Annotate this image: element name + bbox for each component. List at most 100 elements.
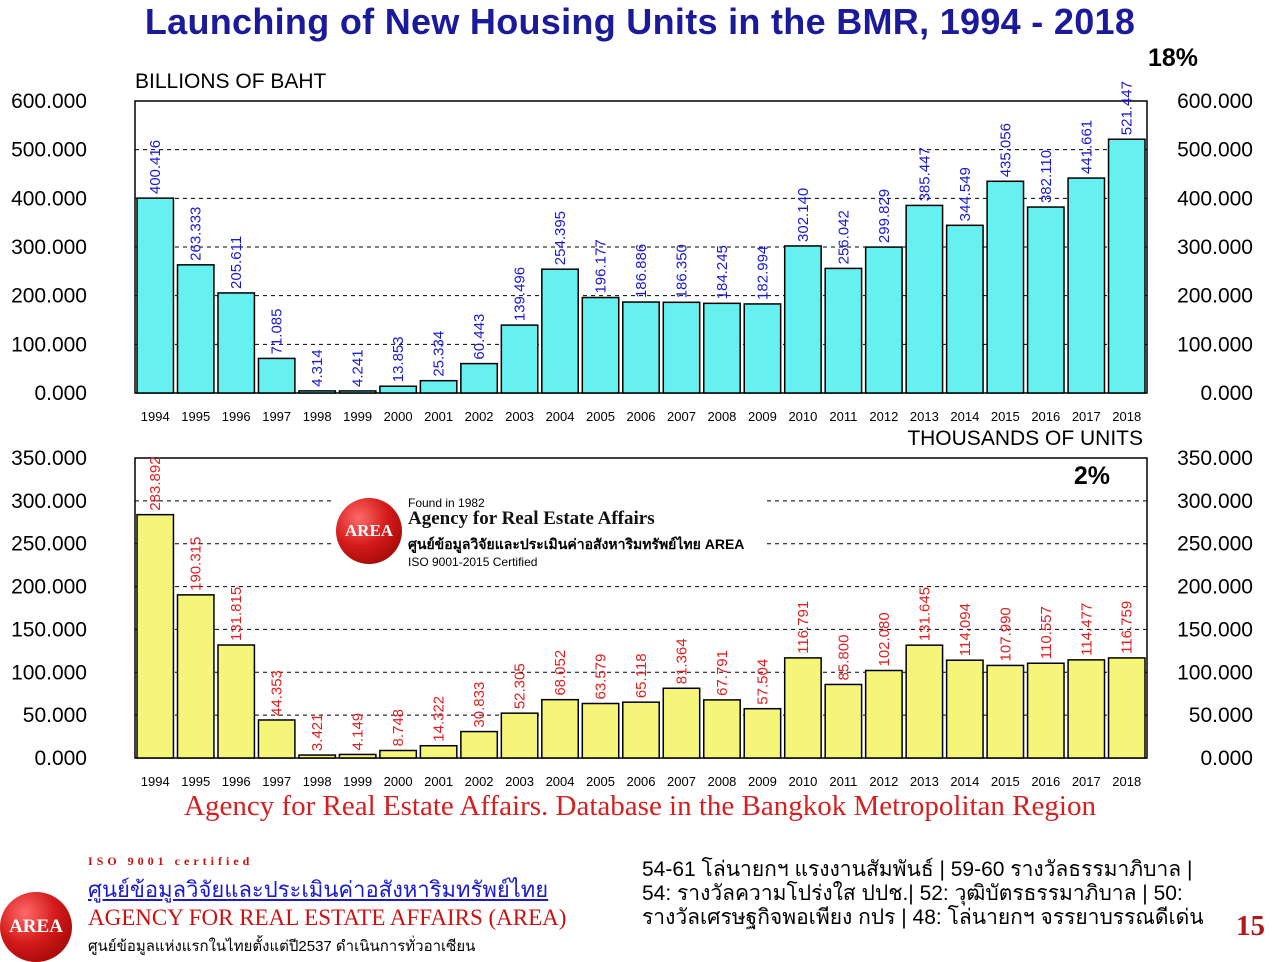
data-label: 3.421 xyxy=(309,714,326,752)
x-tick-label: 1996 xyxy=(222,409,251,424)
x-tick-label: 2017 xyxy=(1072,774,1101,789)
x-tick-label: 2013 xyxy=(910,774,939,789)
y-tick-right: 100.000 xyxy=(1177,333,1253,356)
x-tick-label: 2018 xyxy=(1112,409,1141,424)
source-note: Agency for Real Estate Affairs. Database… xyxy=(184,790,1096,822)
x-tick-label: 2000 xyxy=(384,774,413,789)
bar-2009 xyxy=(743,707,782,759)
x-tick-label: 2007 xyxy=(667,774,696,789)
data-label: 85.800 xyxy=(835,635,852,681)
bar-2014 xyxy=(945,224,984,394)
bar-2007 xyxy=(662,687,701,759)
x-tick-label: 2005 xyxy=(586,774,615,789)
x-tick-label: 2002 xyxy=(465,409,494,424)
x-tick-label: 2003 xyxy=(505,774,534,789)
unit-label: BILLIONS OF BAHT xyxy=(135,70,327,93)
x-tick-label: 2000 xyxy=(384,409,413,424)
bar-2006 xyxy=(622,701,660,759)
bar-2003 xyxy=(500,324,539,394)
x-tick-label: 2016 xyxy=(1031,774,1060,789)
y-tick-right: 300.000 xyxy=(1177,490,1253,513)
y-tick-left: 600.000 xyxy=(11,90,87,113)
bar-2003 xyxy=(500,712,539,759)
data-label: 4.241 xyxy=(350,349,367,387)
x-tick-label: 1996 xyxy=(222,774,251,789)
data-label: 102.080 xyxy=(876,612,893,666)
y-tick-right: 500.000 xyxy=(1177,139,1253,162)
x-tick-label: 2007 xyxy=(667,409,696,424)
bar-2005 xyxy=(581,296,620,394)
y-tick-left: 300.000 xyxy=(11,236,87,259)
awards-text: 54-61 โล่นายกฯ แรงงานสัมพันธ์ | 59-60 รา… xyxy=(642,858,1204,929)
bar-2011 xyxy=(824,683,863,759)
y-tick-right: 150.000 xyxy=(1177,618,1253,641)
bar-1997 xyxy=(257,719,296,759)
bar-2007 xyxy=(662,301,701,394)
x-tick-label: 2012 xyxy=(869,409,898,424)
bar-2010 xyxy=(783,657,822,759)
x-tick-label: 2015 xyxy=(991,409,1020,424)
bar-1994 xyxy=(136,197,175,394)
x-tick-label: 1998 xyxy=(303,774,332,789)
x-tick-label: 2009 xyxy=(748,774,777,789)
bar-2004 xyxy=(541,698,580,759)
x-tick-label: 1994 xyxy=(141,409,170,424)
bar-2010 xyxy=(783,245,822,394)
bar-2017 xyxy=(1067,177,1106,394)
bar-2006 xyxy=(622,301,660,394)
data-label: 67.791 xyxy=(714,650,731,696)
bar-2016 xyxy=(1026,206,1065,394)
data-label: 186.886 xyxy=(633,244,650,298)
data-label: 254.395 xyxy=(552,211,569,265)
bar-2013 xyxy=(905,644,944,759)
data-label: 131.815 xyxy=(228,587,245,641)
units-chart: 0.000 0.000 50.000 50.000 100.000 100.000 150.… xyxy=(11,427,1253,789)
x-tick-label: 2011 xyxy=(829,409,857,424)
growth-annotation: 18% xyxy=(1148,44,1198,72)
y-tick-right: 50.000 xyxy=(1189,704,1253,727)
data-label: 60.443 xyxy=(471,314,488,360)
bar-1996 xyxy=(217,644,256,759)
x-tick-label: 2014 xyxy=(950,409,979,424)
data-label: 110.557 xyxy=(1038,606,1055,659)
x-tick-label: 1997 xyxy=(262,774,291,789)
footer-iso: ISO 9001 certified xyxy=(88,854,254,868)
data-label: 30.833 xyxy=(471,682,488,728)
data-label: 283.892 xyxy=(147,456,164,510)
page-title: Launching of New Housing Units in the BM… xyxy=(144,1,1136,42)
y-tick-left: 0.000 xyxy=(34,382,87,405)
x-tick-label: 2001 xyxy=(424,409,453,424)
data-label: 435.056 xyxy=(997,123,1014,177)
data-label: 114.094 xyxy=(957,603,974,656)
y-tick-left: 0.000 xyxy=(34,747,87,770)
footer-thai-name: ศูนย์ข้อมูลวิจัยและประเมินค่าอสังหาริมทร… xyxy=(88,877,549,902)
footer-english-name: AGENCY FOR REAL ESTATE AFFAIRS (AREA) xyxy=(88,905,567,930)
x-tick-label: 2017 xyxy=(1072,409,1101,424)
x-tick-label: 2004 xyxy=(546,409,575,424)
data-label: 344.549 xyxy=(957,167,974,221)
data-label: 441.661 xyxy=(1078,120,1095,174)
bar-2008 xyxy=(702,302,741,394)
y-tick-right: 300.000 xyxy=(1177,236,1253,259)
y-tick-left: 200.000 xyxy=(11,576,87,599)
bar-2018 xyxy=(1107,657,1146,759)
footer-area-logo: AREA xyxy=(0,892,72,962)
x-tick-label: 1997 xyxy=(262,409,291,424)
bar-2002 xyxy=(460,730,499,759)
bar-1997 xyxy=(257,357,296,394)
x-tick-label: 2010 xyxy=(788,774,817,789)
x-tick-label: 2003 xyxy=(505,409,534,424)
y-tick-left: 300.000 xyxy=(11,490,87,513)
bar-1994 xyxy=(136,513,175,759)
data-label: 299.829 xyxy=(876,189,893,243)
data-label: 68.052 xyxy=(552,650,569,696)
watermark-iso: ISO 9001-2015 Certified xyxy=(408,555,538,569)
y-tick-right: 200.000 xyxy=(1177,576,1253,599)
bar-1999 xyxy=(338,753,377,759)
x-tick-label: 1995 xyxy=(181,409,210,424)
bar-1998 xyxy=(298,754,337,759)
x-tick-label: 2016 xyxy=(1031,409,1060,424)
watermark-logo: AREA Found in 1982 Agency for Real Estat… xyxy=(333,494,763,574)
watermark-thai-name: ศูนย์ข้อมูลวิจัยและประเมินค่าอสังหาริมทร… xyxy=(408,536,745,552)
bar-2012 xyxy=(864,669,903,759)
